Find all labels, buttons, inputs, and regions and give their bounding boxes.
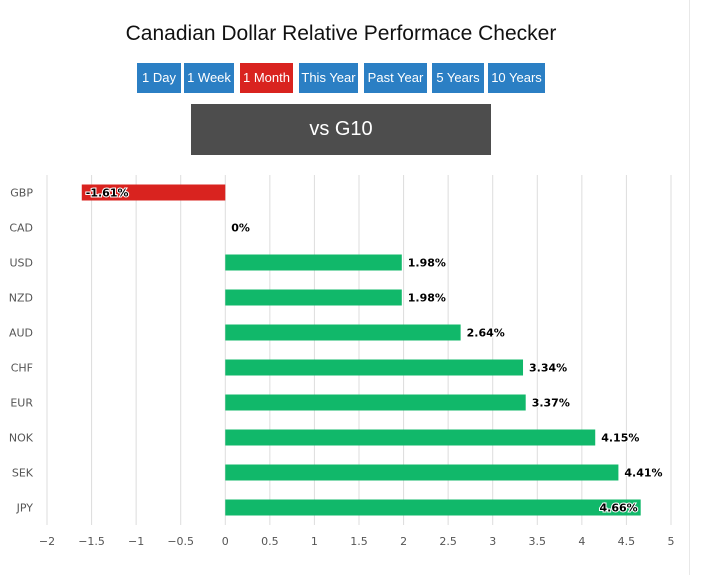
bar — [225, 254, 402, 271]
x-tick-label: 4.5 — [618, 535, 636, 548]
period-button-past-year[interactable]: Past Year — [364, 63, 427, 93]
period-button-10-years[interactable]: 10 Years — [488, 63, 545, 93]
page-title: Canadian Dollar Relative Performace Chec… — [125, 22, 557, 45]
data-label: 3.37% — [532, 397, 570, 410]
bar — [225, 499, 641, 516]
x-tick-label: −2 — [39, 535, 55, 548]
bar — [225, 429, 596, 446]
period-button-1-day[interactable]: 1 Day — [137, 63, 181, 93]
data-label: 2.64% — [467, 327, 505, 340]
data-label: 4.66% — [600, 502, 638, 515]
comparison-group-selector[interactable]: vs G10 — [191, 104, 491, 155]
page-divider-line — [689, 0, 690, 575]
category-label: NZD — [9, 292, 33, 305]
category-label: SEK — [12, 467, 34, 480]
performance-bar-chart: −2 −1.5 −1 −0.5 0 0.5 1 1.5 2 2.5 3 3.5 4 4.5 5 GBP -1.6… — [9, 175, 675, 548]
period-button-1-week[interactable]: 1 Week — [184, 63, 234, 93]
category-label: EUR — [10, 397, 33, 410]
x-tick-label: 3 — [489, 535, 496, 548]
x-tick-label: 3.5 — [529, 535, 547, 548]
data-label: -1.61% — [86, 187, 129, 200]
x-tick-label: −1 — [128, 535, 144, 548]
x-tick-label: 2 — [400, 535, 407, 548]
x-tick-label: 0.5 — [261, 535, 279, 548]
category-label: USD — [9, 257, 33, 270]
bar — [225, 394, 526, 411]
bar — [225, 289, 402, 306]
category-label: CHF — [11, 362, 33, 375]
period-button-1-month[interactable]: 1 Month — [240, 63, 293, 93]
category-label: CAD — [9, 222, 33, 235]
x-tick-label: 1 — [311, 535, 318, 548]
data-label: 4.15% — [601, 432, 639, 445]
bar — [225, 464, 619, 481]
data-label: 4.41% — [624, 467, 662, 480]
data-label: 0% — [231, 222, 250, 235]
category-label: NOK — [9, 432, 34, 445]
category-label: JPY — [16, 502, 34, 515]
x-tick-label: 1.5 — [350, 535, 368, 548]
bar — [225, 359, 524, 376]
data-label: 1.98% — [408, 257, 446, 270]
period-button-this-year[interactable]: This Year — [299, 63, 358, 93]
category-label: AUD — [9, 327, 33, 340]
x-tick-label: 0 — [222, 535, 229, 548]
x-tick-label: 5 — [668, 535, 675, 548]
x-tick-label: −0.5 — [167, 535, 194, 548]
bar — [225, 324, 461, 341]
data-label: 1.98% — [408, 292, 446, 305]
x-tick-label: 2.5 — [439, 535, 457, 548]
category-label: GBP — [10, 187, 33, 200]
x-tick-label: 4 — [578, 535, 585, 548]
period-button-5-years[interactable]: 5 Years — [432, 63, 484, 93]
x-tick-label: −1.5 — [78, 535, 105, 548]
bar — [81, 184, 226, 201]
data-label: 3.34% — [529, 362, 567, 375]
